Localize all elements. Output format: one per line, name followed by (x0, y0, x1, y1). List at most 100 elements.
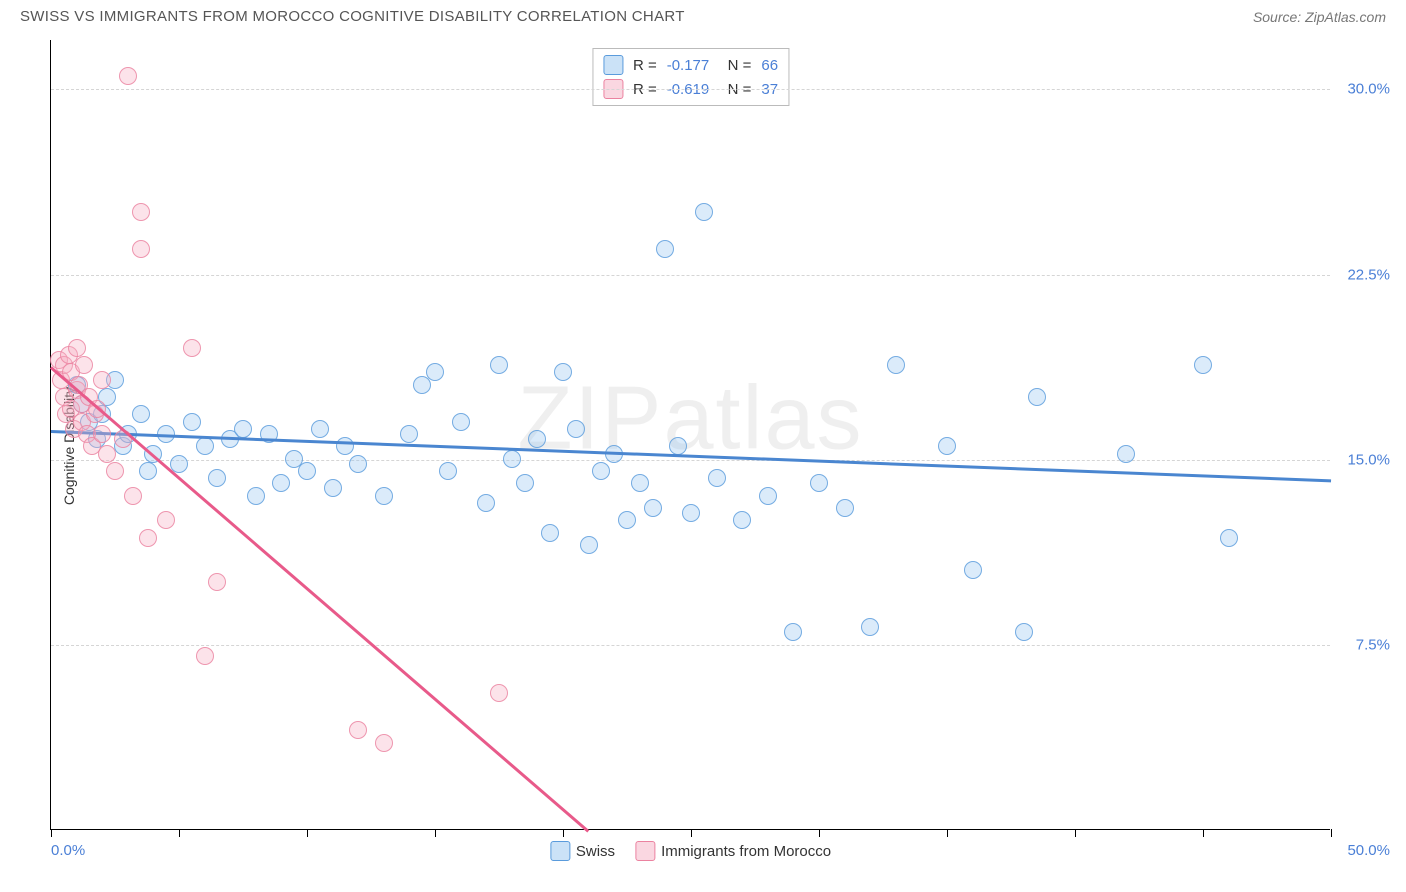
data-point (490, 356, 508, 374)
data-point (1194, 356, 1212, 374)
ytick-label: 22.5% (1347, 266, 1390, 283)
xtick (819, 829, 820, 837)
data-point (272, 474, 290, 492)
data-point (452, 413, 470, 431)
r-value: -0.177 (667, 57, 710, 74)
data-point (336, 437, 354, 455)
data-point (592, 462, 610, 480)
series-legend: Swiss Immigrants from Morocco (550, 841, 831, 861)
data-point (349, 721, 367, 739)
data-point (183, 339, 201, 357)
data-point (132, 203, 150, 221)
legend-item: Immigrants from Morocco (635, 841, 831, 861)
swatch-pink-icon (635, 841, 655, 861)
data-point (247, 487, 265, 505)
gridline (51, 89, 1330, 90)
data-point (1117, 445, 1135, 463)
data-point (298, 462, 316, 480)
xtick (1203, 829, 1204, 837)
gridline (51, 275, 1330, 276)
data-point (208, 469, 226, 487)
data-point (618, 511, 636, 529)
xtick (51, 829, 52, 837)
data-point (426, 363, 444, 381)
data-point (183, 413, 201, 431)
data-point (93, 371, 111, 389)
header: SWISS VS IMMIGRANTS FROM MOROCCO COGNITI… (0, 0, 1406, 29)
data-point (349, 455, 367, 473)
n-label: N = (719, 57, 751, 74)
data-point (132, 240, 150, 258)
r-label: R = (633, 57, 657, 74)
chart-plot-area: ZIPatlas R = -0.177 N = 66 R = -0.619 N … (50, 40, 1330, 830)
data-point (516, 474, 534, 492)
xtick (1075, 829, 1076, 837)
swatch-blue-icon (603, 55, 623, 75)
data-point (124, 487, 142, 505)
data-point (196, 437, 214, 455)
data-point (644, 499, 662, 517)
data-point (656, 240, 674, 258)
data-point (98, 445, 116, 463)
data-point (580, 536, 598, 554)
legend-item: Swiss (550, 841, 615, 861)
data-point (682, 504, 700, 522)
source-label: Source: ZipAtlas.com (1253, 9, 1386, 25)
data-point (106, 462, 124, 480)
xtick (435, 829, 436, 837)
data-point (541, 524, 559, 542)
data-point (964, 561, 982, 579)
trend-line (51, 430, 1331, 482)
xtick (307, 829, 308, 837)
data-point (1028, 388, 1046, 406)
data-point (1015, 623, 1033, 641)
data-point (132, 405, 150, 423)
data-point (196, 647, 214, 665)
data-point (938, 437, 956, 455)
data-point (528, 430, 546, 448)
legend-label: Swiss (576, 843, 615, 860)
data-point (119, 67, 137, 85)
chart-title: SWISS VS IMMIGRANTS FROM MOROCCO COGNITI… (20, 8, 685, 25)
data-point (375, 487, 393, 505)
data-point (324, 479, 342, 497)
xtick (1331, 829, 1332, 837)
data-point (631, 474, 649, 492)
data-point (887, 356, 905, 374)
data-point (836, 499, 854, 517)
xtick (179, 829, 180, 837)
ytick-label: 30.0% (1347, 81, 1390, 98)
data-point (311, 420, 329, 438)
ytick-label: 15.0% (1347, 451, 1390, 468)
data-point (810, 474, 828, 492)
swatch-blue-icon (550, 841, 570, 861)
legend-label: Immigrants from Morocco (661, 843, 831, 860)
data-point (157, 511, 175, 529)
data-point (477, 494, 495, 512)
xtick (563, 829, 564, 837)
data-point (567, 420, 585, 438)
data-point (733, 511, 751, 529)
data-point (554, 363, 572, 381)
correlation-legend: R = -0.177 N = 66 R = -0.619 N = 37 (592, 48, 789, 106)
data-point (861, 618, 879, 636)
data-point (93, 425, 111, 443)
n-value: 66 (761, 57, 778, 74)
data-point (439, 462, 457, 480)
data-point (669, 437, 687, 455)
data-point (375, 734, 393, 752)
data-point (708, 469, 726, 487)
data-point (503, 450, 521, 468)
data-point (759, 487, 777, 505)
data-point (490, 684, 508, 702)
xtick-label: 50.0% (1347, 842, 1390, 859)
xtick (691, 829, 692, 837)
xtick-label: 0.0% (51, 842, 85, 859)
data-point (695, 203, 713, 221)
data-point (208, 573, 226, 591)
data-point (68, 339, 86, 357)
data-point (139, 529, 157, 547)
legend-row: R = -0.177 N = 66 (603, 53, 778, 77)
data-point (1220, 529, 1238, 547)
gridline (51, 460, 1330, 461)
